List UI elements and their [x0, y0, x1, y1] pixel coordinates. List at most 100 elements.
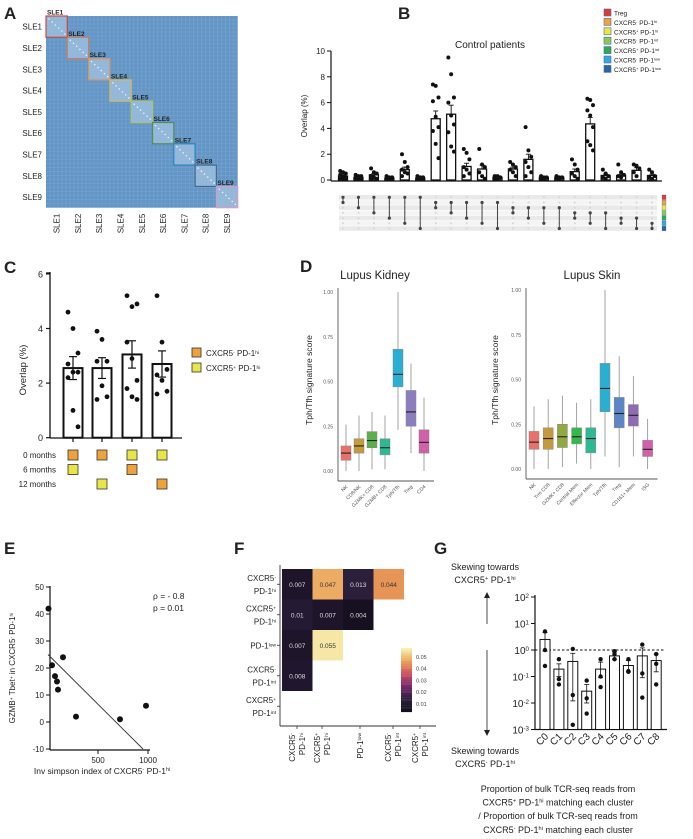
data-point	[585, 108, 590, 113]
text-span: -10	[32, 745, 44, 754]
text-span: Tph/Tfh	[592, 482, 609, 499]
colorbar-segment	[401, 680, 412, 682]
text-span: 0	[38, 433, 43, 443]
text-span: PD-1	[253, 678, 272, 687]
panel-letter: A	[4, 4, 16, 23]
matrix-dot	[588, 221, 592, 225]
x-tick-label: 1000	[139, 756, 157, 765]
colorbar-segment	[401, 704, 412, 706]
data-point	[45, 605, 52, 612]
data-point	[54, 678, 60, 685]
matrix-dot	[434, 206, 438, 210]
block-dot	[79, 48, 81, 51]
chart-d-skin: Lupus Skin Tph/Tfh signature score 0.00 0.2…	[490, 270, 658, 508]
matrix-empty-dot	[388, 227, 391, 230]
text-span: 0.01	[416, 702, 427, 708]
matrix-empty-dot	[635, 206, 638, 209]
panel-letter: G	[434, 539, 447, 558]
heatmap-cell	[312, 569, 343, 600]
block-dot	[54, 24, 57, 26]
text-span: Skewing towards	[451, 746, 520, 756]
matrix-empty-dot	[496, 196, 499, 199]
matrix-empty-dot	[651, 211, 653, 214]
timepoint-cell	[156, 449, 168, 461]
text-span: CXCR5	[246, 604, 274, 613]
superscript: -3	[523, 725, 529, 732]
superscript: +	[636, 65, 639, 70]
row-label: SLE7	[22, 150, 42, 159]
matrix-empty-dot	[481, 196, 484, 199]
matrix-empty-dot	[620, 227, 623, 230]
text-span: 30	[35, 637, 44, 646]
data-point	[159, 377, 165, 383]
row-label: PD-1hi	[254, 587, 276, 596]
data-point	[449, 113, 454, 118]
superscript: +	[273, 606, 276, 611]
data-point	[421, 177, 426, 182]
data-point	[75, 369, 81, 375]
y-tick-label: -10	[32, 745, 44, 754]
x-tick-label: C8	[645, 731, 662, 748]
y-tick-label: 102	[514, 593, 529, 605]
y-tick-label: 20	[35, 664, 44, 673]
panel-letter: E	[4, 539, 15, 558]
text-span: SLE8	[196, 159, 213, 166]
superscript: -	[514, 826, 516, 832]
panel-letter: B	[398, 4, 410, 23]
text-span: CXCR5	[614, 39, 636, 46]
colorbar-segment	[401, 660, 412, 663]
matrix-dot	[341, 195, 345, 199]
data-point	[584, 711, 589, 716]
column-label: CXCR5-	[384, 733, 393, 762]
text-span: SLE5	[132, 95, 149, 102]
matrix-empty-dot	[651, 217, 653, 220]
colorbar-segment	[401, 673, 412, 676]
text-span: 0.03	[416, 678, 427, 684]
data-point	[338, 176, 343, 181]
data-point	[654, 661, 659, 667]
colorbar-segment	[401, 659, 412, 661]
matrix-dot	[604, 211, 608, 215]
data-point	[650, 170, 654, 175]
text-span: 500	[91, 756, 105, 765]
text-span: SLE1	[47, 10, 64, 17]
superscript: hi	[9, 613, 15, 617]
data-point	[619, 175, 624, 180]
y-tick-label: 10-3	[512, 725, 529, 737]
matrix-empty-dot	[465, 196, 468, 199]
y-tick-label: 6	[321, 99, 326, 108]
data-point	[640, 671, 645, 676]
data-point	[652, 174, 657, 179]
superscript: +	[273, 697, 276, 702]
cell-value: 0.007	[289, 643, 306, 650]
text-span: F	[234, 539, 244, 558]
matrix-empty-dot	[573, 227, 576, 230]
y-tick-label: 0.00	[511, 467, 521, 473]
heatmap-cell	[343, 569, 374, 600]
text-span: D	[300, 257, 312, 276]
text-span: PD-1	[637, 39, 654, 46]
data-point	[430, 128, 435, 133]
block-dot	[225, 194, 227, 197]
matrix-empty-dot	[450, 222, 453, 225]
matrix-empty-dot	[434, 196, 437, 199]
data-point	[405, 171, 410, 176]
heatmap-cell	[282, 660, 313, 691]
matrix-dot	[511, 211, 515, 215]
text-span: / Proportion of bulk TCR-seq reads from	[478, 811, 637, 821]
matrix-empty-dot	[527, 222, 530, 225]
block-dot	[94, 63, 96, 66]
text-span: CXCR5	[614, 58, 636, 65]
superscript: hi	[511, 576, 515, 582]
colorbar-segment	[401, 683, 412, 685]
text-span: SLE6	[154, 116, 171, 123]
colorbar-tick-label: 0.04	[416, 667, 427, 673]
data-point	[495, 176, 500, 181]
heatmap-cell	[312, 630, 343, 661]
data-point	[124, 339, 130, 345]
data-point	[654, 682, 659, 687]
timepoint-label: 6 months	[23, 466, 56, 475]
text-span: CXCR5	[614, 67, 636, 74]
data-point	[526, 148, 531, 153]
